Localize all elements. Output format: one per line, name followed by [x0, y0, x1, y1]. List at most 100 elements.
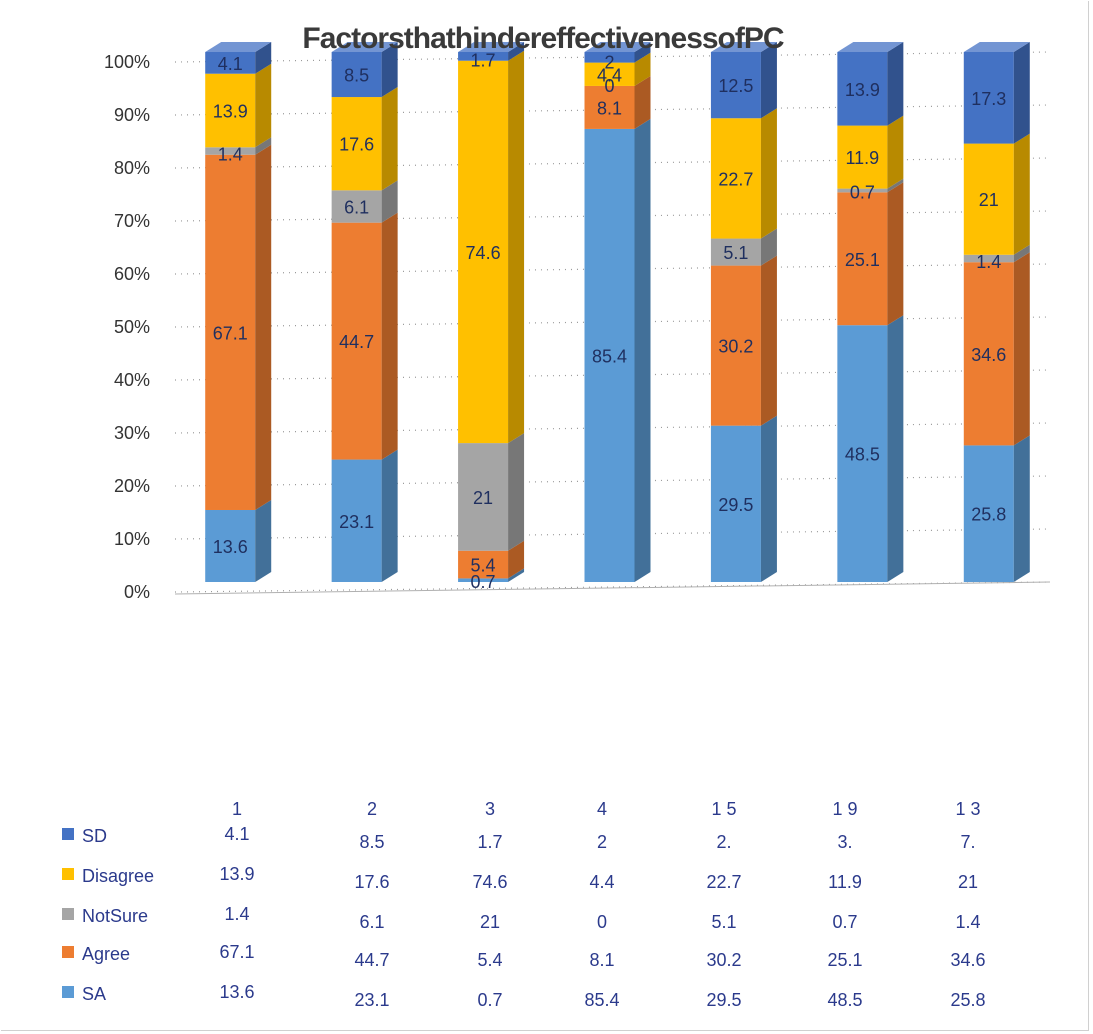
bar-side-SA [887, 315, 904, 582]
bar-column-4 [584, 42, 651, 582]
y-tick-label: 90% [114, 105, 150, 125]
bar-side-SD [634, 42, 651, 63]
data-label-SD: 12.5 [718, 76, 753, 96]
y-tick-label: 70% [114, 211, 150, 231]
data-label-NotSure: 6.1 [344, 197, 369, 217]
table-header-cell: 4 [597, 799, 607, 819]
data-label-SD: 13.9 [845, 80, 880, 100]
data-label-Disagree: 21 [979, 190, 999, 210]
bar-column-2 [331, 42, 398, 582]
bar-top [205, 42, 272, 52]
data-label-NotSure: 1.4 [976, 252, 1001, 272]
bar-segment-NotSure [963, 254, 1014, 263]
bar-segment-SD [331, 52, 382, 98]
floor-line [174, 581, 1051, 595]
table-cell: 13.6 [219, 982, 254, 1002]
bar-side-SD [1013, 42, 1030, 144]
bar-side-Agree [887, 182, 904, 326]
table-cell: 1.7 [477, 832, 502, 852]
data-table: 1 2 3 4 1 5 1 9 1 3 SD 4.1 8.5 1.7 2 2. 3. 7. Disagree 1… [62, 799, 986, 1010]
bar-side-SA [508, 568, 525, 582]
bar-segment-Disagree [837, 125, 888, 189]
bar-segment-SA [458, 578, 509, 582]
bar-segment-Agree [584, 85, 635, 129]
y-tick-label: 60% [114, 264, 150, 284]
bar-side-Disagree [255, 63, 272, 148]
table-header-cell: 1 9 [832, 799, 857, 819]
legend-key-Disagree [62, 868, 74, 880]
table-cell: 17.6 [354, 872, 389, 892]
data-label-Disagree: 17.6 [339, 135, 374, 155]
table-cell: 3. [837, 832, 852, 852]
y-tick-label: 20% [114, 476, 150, 496]
bar-column-5 [710, 42, 777, 582]
bar-side-SA [1013, 435, 1030, 582]
data-label-SA: 13.6 [213, 537, 248, 557]
data-label-Agree: 8.1 [597, 98, 622, 118]
data-label-Agree: 44.7 [339, 332, 374, 352]
table-header-cell: 2 [367, 799, 377, 819]
bar-top [584, 42, 651, 52]
data-label-NotSure: 0.7 [850, 182, 875, 202]
table-cell: 0.7 [832, 912, 857, 932]
bar-side-SD [887, 42, 904, 126]
table-header-cell: 3 [485, 799, 495, 819]
data-label-NotSure: 1.4 [218, 145, 243, 165]
y-tick-label: 30% [114, 423, 150, 443]
bar-segment-SD [963, 52, 1014, 144]
bar-column-7 [963, 42, 1030, 582]
data-label-SD: 1.7 [471, 51, 496, 71]
table-cell: 6.1 [359, 912, 384, 932]
chart-title: FactorsthathindereffectivenessofPC [302, 22, 783, 55]
data-label-Agree: 25.1 [845, 250, 880, 270]
y-tick-label: 50% [114, 317, 150, 337]
table-cell: 34.6 [950, 950, 985, 970]
bar-column-6 [837, 42, 904, 582]
bar-side-Disagree [381, 87, 398, 191]
table-cell: 0 [597, 912, 607, 932]
legend-key-NotSure [62, 908, 74, 920]
bar-segment-SA [584, 128, 635, 582]
bar-top [837, 42, 904, 52]
data-label-Agree: 67.1 [213, 323, 248, 343]
bar-segment-Agree [837, 192, 888, 326]
bar-side-SD [508, 42, 525, 61]
table-cell: 5.1 [711, 912, 736, 932]
data-label-Agree: 30.2 [718, 337, 753, 357]
bar-segment-SD [584, 52, 635, 63]
legend-key-SD [62, 828, 74, 840]
bar-side-SD [760, 42, 777, 119]
data-label-SA: 0.7 [471, 572, 496, 592]
table-cell: 0.7 [477, 990, 502, 1010]
bar-column-1 [205, 42, 272, 582]
table-cell: 22.7 [706, 872, 741, 892]
bar-top [458, 42, 525, 52]
table-cell: 25.1 [827, 950, 862, 970]
table-row-label: Disagree [82, 866, 154, 886]
bar-segment-Agree [963, 262, 1014, 446]
gridlines [174, 51, 1051, 595]
table-cell: 29.5 [706, 990, 741, 1010]
bar-top [331, 42, 398, 52]
bar-segment-SD [205, 52, 256, 74]
legend-key-Agree [62, 946, 74, 958]
bar-side-Agree [255, 144, 272, 510]
table-cell: 8.1 [589, 950, 614, 970]
bar-segment-SA [710, 425, 761, 582]
bar-segment-SA [837, 325, 888, 582]
table-cell: 5.4 [477, 950, 502, 970]
bar-side-NotSure [1013, 244, 1030, 263]
bar-segment-Disagree [584, 62, 635, 86]
data-label-NotSure: 5.1 [723, 243, 748, 263]
y-tick-label: 100% [104, 52, 150, 72]
bar-segment-NotSure [458, 443, 509, 551]
bar-side-SA [381, 449, 398, 582]
data-label-Disagree: 11.9 [846, 148, 880, 168]
table-cell: 2. [716, 832, 731, 852]
bar-side-Agree [634, 75, 651, 129]
table-row-label: SD [82, 826, 107, 846]
bar-side-Disagree [508, 50, 525, 444]
legend-key-SA [62, 986, 74, 998]
bar-segment-SA [331, 459, 382, 582]
table-cell: 74.6 [472, 872, 507, 892]
